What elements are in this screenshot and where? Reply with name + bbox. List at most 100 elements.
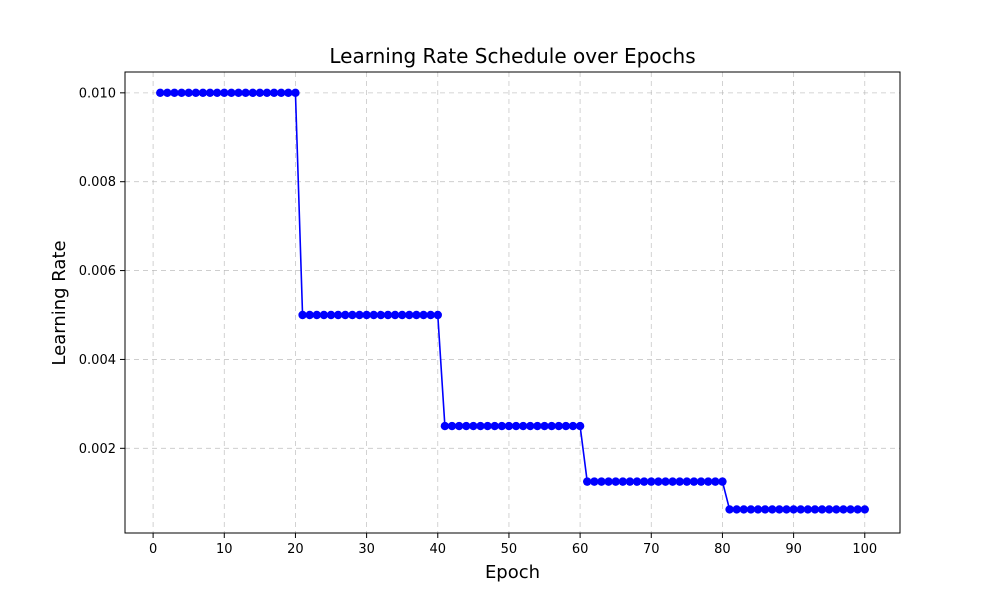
x-axis-label: Epoch [485,562,540,583]
y-axis-label: Learning Rate [49,240,70,365]
data-point [212,88,222,98]
data-point [341,310,350,320]
data-point [654,477,663,486]
data-point [462,421,471,431]
data-point [483,421,492,431]
data-point [540,421,549,431]
data-point [711,477,720,486]
data-point [718,477,727,486]
data-point [618,477,628,486]
data-point [184,88,193,98]
data-point [177,88,186,98]
data-point [447,421,457,431]
data-point [291,88,300,98]
data-point [163,88,172,98]
x-tick-label: 90 [785,542,802,557]
data-point [312,310,321,320]
data-point [839,505,848,514]
data-point [753,505,763,514]
data-points-layer [156,88,869,514]
data-point [369,310,378,320]
data-point [746,505,756,514]
data-point [419,310,428,320]
plot-frame [124,71,901,534]
data-point [469,421,478,431]
x-tick-label: 50 [501,542,518,557]
x-tick-label: 80 [714,542,731,557]
data-point [348,310,357,320]
data-point [639,477,649,486]
series-line-layer [160,92,865,511]
data-point [611,477,620,486]
series-line [160,92,865,511]
data-point [205,88,215,98]
data-point [689,477,699,486]
data-point [817,505,827,514]
data-point [632,477,642,486]
data-point [220,88,229,98]
x-tick-label: 40 [430,542,447,557]
data-point [191,88,201,98]
data-point [227,88,236,98]
y-tick-label: 0.010 [79,86,116,101]
data-point [561,421,571,431]
data-point [440,421,450,431]
y-tick-label: 0.004 [79,353,116,368]
data-point [732,505,741,514]
data-point [696,477,706,486]
data-point [433,310,442,320]
x-tick-label: 0 [149,542,157,557]
data-point [234,88,243,98]
data-point [390,310,400,320]
data-point [333,310,343,320]
data-point [647,477,656,486]
data-point [476,421,485,431]
y-tick-label: 0.006 [79,264,116,279]
data-point [796,505,805,514]
data-point [170,88,179,98]
data-point [789,505,798,514]
data-point [355,310,364,320]
data-point [426,310,435,320]
x-tick-label: 20 [287,542,304,557]
data-point [255,88,265,98]
grid-lines [125,72,900,533]
data-point [625,477,635,486]
data-point [504,421,514,431]
data-point [661,477,670,486]
data-point [319,310,329,320]
data-point [454,421,464,431]
data-point [597,477,606,486]
chart-title: Learning Rate Schedule over Epochs [329,44,695,68]
x-axis-ticks: 0 10 20 30 40 50 60 70 80 90 100 [149,533,877,557]
x-tick-label: 100 [852,542,877,557]
data-point [412,310,421,320]
data-point [518,421,528,431]
data-point [575,421,585,431]
data-point [547,421,556,431]
data-point [810,505,820,514]
data-point [241,88,250,98]
data-point [533,421,542,431]
data-point [397,310,407,320]
data-point [376,310,386,320]
data-point [497,421,507,431]
data-point [405,310,414,320]
data-point [277,88,286,98]
data-point [760,505,770,514]
data-point [383,310,393,320]
data-point [262,88,272,98]
data-point [604,477,613,486]
data-point [860,505,869,514]
data-point [583,477,592,486]
data-point [682,477,692,486]
x-tick-label: 70 [643,542,660,557]
x-tick-label: 10 [216,542,233,557]
data-point [739,505,748,514]
data-point [554,421,563,431]
data-point [526,421,535,431]
data-point [198,88,208,98]
data-point [768,505,777,514]
data-point [490,421,499,431]
